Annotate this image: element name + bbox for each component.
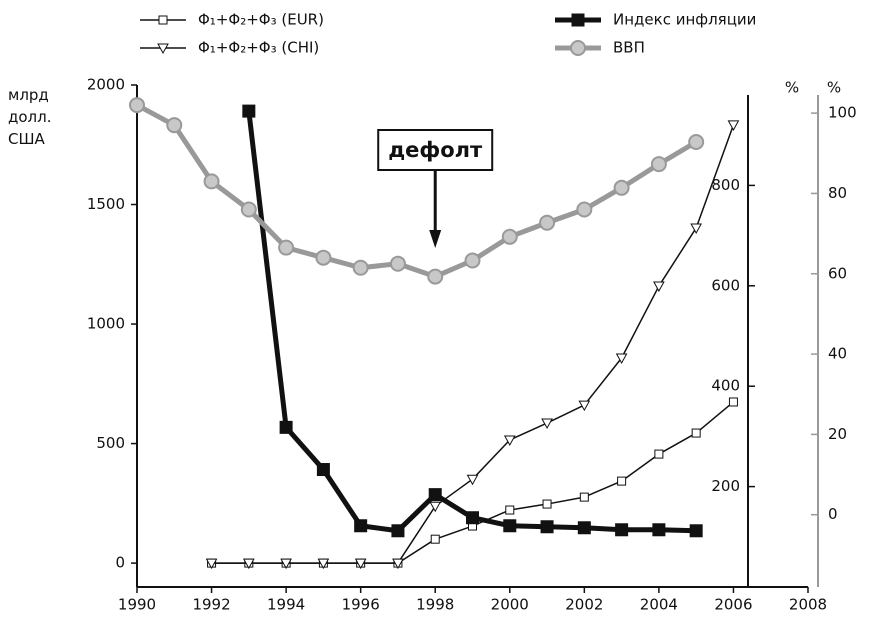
marker xyxy=(654,449,664,459)
marker xyxy=(240,201,257,218)
y3-tick-label: 60 xyxy=(828,264,847,282)
y3-tick-label: 0 xyxy=(828,505,838,523)
marker xyxy=(466,474,479,486)
marker xyxy=(429,501,442,513)
marker xyxy=(688,134,705,151)
x-tick-label: 2002 xyxy=(565,596,603,614)
marker xyxy=(650,156,667,173)
marker xyxy=(541,418,553,430)
y2-tick-label: 200 xyxy=(711,477,740,495)
y3-tick-label: 20 xyxy=(828,425,847,443)
marker xyxy=(615,523,629,537)
legend-label: ВВП xyxy=(613,39,645,57)
marker xyxy=(652,523,666,537)
annotation-text: дефолт xyxy=(388,138,483,162)
marker xyxy=(653,281,665,293)
x-tick-label: 1990 xyxy=(118,596,156,614)
legend-label: Φ₁+Φ₂+Φ₃ (EUR) xyxy=(198,11,324,29)
marker xyxy=(466,511,479,525)
marker xyxy=(391,524,405,538)
marker xyxy=(354,558,367,570)
marker xyxy=(540,520,554,534)
marker xyxy=(157,43,169,55)
marker xyxy=(427,268,444,285)
marker xyxy=(615,353,628,365)
marker xyxy=(577,521,591,535)
marker xyxy=(242,558,255,570)
marker xyxy=(613,179,630,196)
y-axis-label: млрд долл. США xyxy=(8,86,52,148)
y2-tick-label: 800 xyxy=(711,176,740,194)
y2-tick-label: 600 xyxy=(711,276,740,294)
x-tick-label: 2000 xyxy=(491,596,529,614)
marker xyxy=(129,97,145,114)
y2-tick-label: 400 xyxy=(711,377,740,395)
series-line xyxy=(246,110,697,534)
marker xyxy=(576,201,593,218)
x-tick-label: 1992 xyxy=(192,596,230,614)
marker xyxy=(690,223,703,234)
marker xyxy=(317,558,330,570)
y-tick-label: 500 xyxy=(96,434,125,452)
marker xyxy=(501,228,518,245)
marker xyxy=(578,400,591,412)
marker xyxy=(278,239,295,256)
marker xyxy=(392,558,404,570)
marker xyxy=(205,558,218,570)
y2-axis-label: % xyxy=(785,79,799,97)
x-tick-label: 2004 xyxy=(640,596,678,614)
marker xyxy=(617,476,627,486)
marker xyxy=(579,492,589,502)
annotation-arrowhead xyxy=(429,230,442,248)
x-tick-label: 1994 xyxy=(267,596,305,614)
marker xyxy=(354,519,368,533)
x-tick-label: 2006 xyxy=(714,596,752,614)
marker xyxy=(728,397,738,407)
x-tick-label: 2008 xyxy=(789,596,827,614)
marker xyxy=(464,252,481,269)
marker xyxy=(203,173,220,190)
marker xyxy=(428,488,442,502)
marker xyxy=(503,519,517,533)
series-line xyxy=(211,124,735,564)
marker xyxy=(539,214,556,231)
y3-tick-label: 80 xyxy=(828,184,847,202)
marker xyxy=(166,117,183,134)
y3-tick-label: 40 xyxy=(828,345,847,363)
marker xyxy=(503,435,516,447)
marker xyxy=(505,505,515,515)
x-tick-label: 1998 xyxy=(416,596,454,614)
marker xyxy=(158,15,168,25)
marker xyxy=(689,524,703,538)
marker xyxy=(316,463,330,477)
marker xyxy=(542,499,552,509)
y-tick-label: 0 xyxy=(115,554,125,572)
y-tick-label: 1000 xyxy=(87,315,125,333)
y3-axis-label: % xyxy=(827,79,841,97)
x-tick-label: 1996 xyxy=(342,596,380,614)
marker xyxy=(315,249,332,266)
marker xyxy=(570,40,586,56)
marker xyxy=(727,120,740,131)
annotation-box xyxy=(377,129,494,171)
legend-label: Индекс инфляции xyxy=(613,11,756,29)
marker xyxy=(242,104,256,118)
marker xyxy=(571,13,585,27)
legend-label: Φ₁+Φ₂+Φ₃ (CHI) xyxy=(198,39,319,57)
marker xyxy=(279,420,293,434)
y-tick-label: 2000 xyxy=(87,76,125,94)
marker xyxy=(691,428,701,438)
series-line xyxy=(135,102,698,280)
marker xyxy=(430,534,440,544)
y3-tick-label: 100 xyxy=(828,104,857,122)
marker xyxy=(389,255,406,272)
marker xyxy=(280,558,292,570)
marker xyxy=(352,259,369,276)
y-tick-label: 1500 xyxy=(87,195,125,213)
